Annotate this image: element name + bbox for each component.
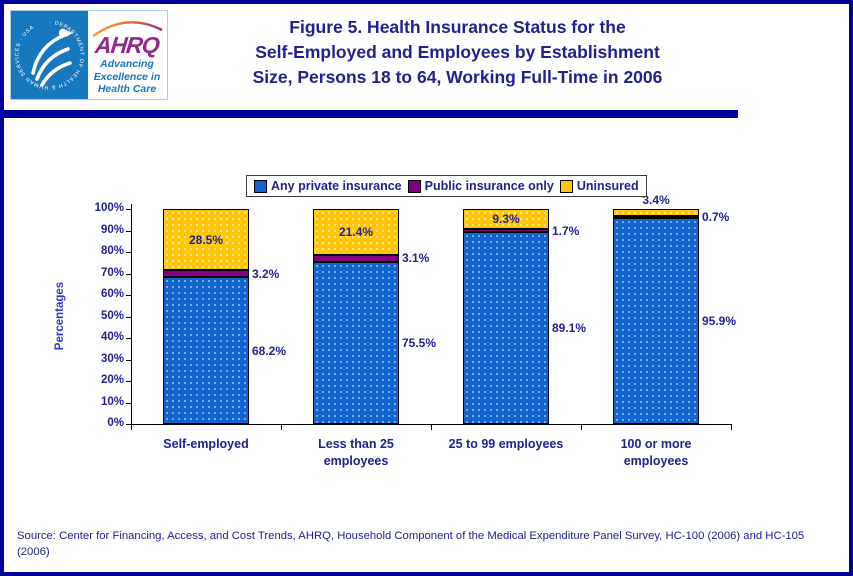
legend-label: Any private insurance bbox=[271, 179, 402, 193]
y-tick-mark bbox=[126, 402, 131, 404]
y-tick-mark bbox=[126, 381, 131, 382]
svg-text:· DEPARTMENT OF HEALTH & HUMAN: · DEPARTMENT OF HEALTH & HUMAN SERVICES … bbox=[14, 20, 84, 90]
title-line-1: Figure 5. Health Insurance Status for th… bbox=[289, 17, 626, 37]
y-tick-mark bbox=[126, 209, 131, 210]
y-tick-label: 50% bbox=[100, 309, 124, 322]
legend-item: Uninsured bbox=[559, 179, 639, 193]
bar-segment-private bbox=[313, 261, 399, 424]
legend-item: Public insurance only bbox=[407, 179, 554, 193]
ahrq-logo: AHRQ Advancing Excellence in Health Care bbox=[88, 11, 166, 99]
bar-segment-uninsured bbox=[163, 209, 249, 271]
y-tick-label: 70% bbox=[100, 266, 124, 279]
x-category-label: 25 to 99 employees bbox=[448, 437, 564, 451]
y-tick-mark bbox=[126, 424, 131, 425]
value-label-public: 3.2% bbox=[252, 266, 280, 281]
value-label-private: 89.1% bbox=[552, 321, 587, 336]
y-tick-mark bbox=[126, 338, 131, 339]
y-tick-label: 90% bbox=[100, 223, 124, 236]
bar-segment-public bbox=[313, 255, 399, 262]
value-label-public: 3.1% bbox=[402, 251, 430, 266]
x-tick-mark bbox=[131, 425, 132, 430]
title-line-3: Size, Persons 18 to 64, Working Full-Tim… bbox=[252, 67, 663, 87]
hhs-logo: · DEPARTMENT OF HEALTH & HUMAN SERVICES … bbox=[11, 11, 88, 99]
y-tick-mark bbox=[126, 230, 131, 232]
bar-segment-uninsured bbox=[463, 208, 549, 229]
bar-segment-public bbox=[613, 216, 699, 219]
y-tick-label: 0% bbox=[107, 417, 124, 429]
x-axis-line bbox=[131, 424, 732, 425]
x-tick-mark bbox=[431, 425, 432, 430]
x-category-label: Self-employed bbox=[163, 437, 249, 451]
legend-label: Uninsured bbox=[576, 179, 639, 193]
y-tick-label: 60% bbox=[100, 288, 124, 300]
bar-segment-uninsured bbox=[313, 209, 399, 255]
legend-label: Public insurance only bbox=[424, 179, 554, 193]
ahrq-tagline-line-1: Advancing bbox=[100, 58, 154, 70]
y-tick-label: 40% bbox=[100, 331, 124, 343]
value-label-private: 75.5% bbox=[402, 335, 437, 350]
value-label-uninsured: 3.4% bbox=[642, 193, 670, 207]
value-label-private: 68.2% bbox=[252, 343, 287, 358]
title-line-2: Self-Employed and Employees by Establish… bbox=[255, 42, 660, 62]
y-tick-label: 100% bbox=[94, 202, 124, 214]
x-tick-mark bbox=[281, 425, 282, 430]
y-tick-label: 20% bbox=[100, 374, 124, 386]
x-category-label: Less than 25 employees bbox=[318, 437, 394, 468]
y-tick-label: 30% bbox=[100, 352, 124, 365]
value-label-uninsured: 28.5% bbox=[188, 232, 224, 247]
x-tick-mark bbox=[581, 425, 582, 430]
bar-segment-private bbox=[463, 232, 549, 424]
bar-segment-private bbox=[163, 277, 249, 424]
bar-segment-public bbox=[463, 228, 549, 233]
ahrq-acronym: AHRQ bbox=[93, 32, 161, 58]
y-tick-mark bbox=[126, 252, 131, 253]
value-label-public: 0.7% bbox=[702, 210, 730, 225]
legend-swatch-icon bbox=[407, 179, 421, 193]
ahrq-tagline-line-2: Excellence in bbox=[93, 70, 161, 83]
header-divider bbox=[4, 110, 738, 118]
x-tick-mark bbox=[731, 425, 732, 430]
source-note: Source: Center for Financing, Access, an… bbox=[17, 530, 805, 558]
bar-segment-uninsured bbox=[613, 209, 699, 217]
value-label-uninsured: 9.3% bbox=[492, 211, 520, 226]
x-category-label: 100 or more employees bbox=[620, 437, 692, 468]
y-tick-label: 80% bbox=[100, 245, 124, 257]
value-label-private: 95.9% bbox=[702, 313, 737, 328]
value-label-public: 1.7% bbox=[552, 223, 580, 238]
y-tick-mark bbox=[126, 359, 131, 361]
bar-segment-private bbox=[613, 217, 699, 424]
bar-segment-public bbox=[163, 270, 249, 278]
ahrq-tagline-line-3: Health Care bbox=[97, 83, 157, 95]
legend-swatch-icon bbox=[254, 179, 267, 193]
ahrq-hhs-logo: · DEPARTMENT OF HEALTH & HUMAN SERVICES … bbox=[10, 10, 168, 100]
ahrq-arc-icon bbox=[89, 14, 165, 43]
y-tick-mark bbox=[126, 316, 131, 318]
y-tick-mark bbox=[126, 273, 131, 275]
chart-legend: Any private insurance Public insurance on… bbox=[246, 175, 647, 197]
legend-item: Any private insurance bbox=[254, 179, 402, 193]
figure-title: Figure 5. Health Insurance Status for th… bbox=[175, 15, 740, 90]
legend-swatch-icon bbox=[559, 179, 573, 193]
y-tick-mark bbox=[126, 295, 131, 296]
y-tick-label: 10% bbox=[100, 395, 124, 408]
ahrq-tagline: Advancing Excellence in Health Care bbox=[88, 58, 166, 96]
value-label-uninsured: 21.4% bbox=[338, 225, 374, 239]
y-axis-line bbox=[131, 204, 132, 425]
